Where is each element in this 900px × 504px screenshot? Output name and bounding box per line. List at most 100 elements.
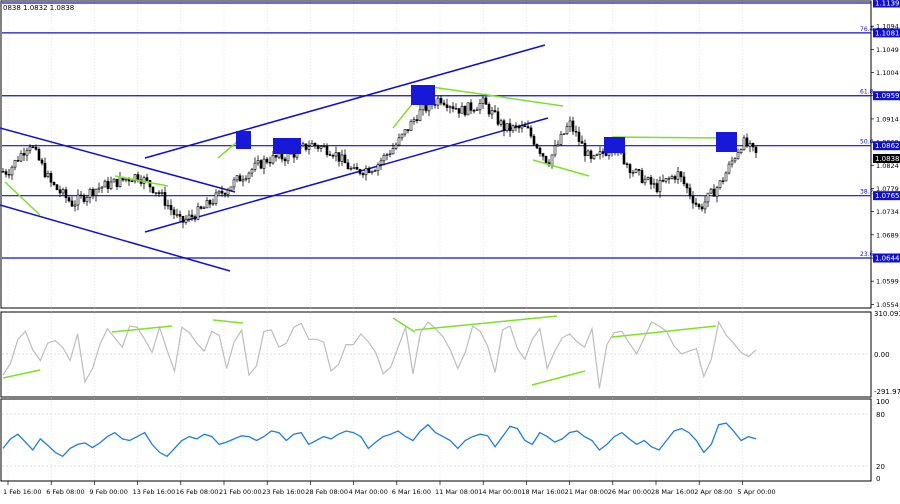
candle-body [478, 103, 482, 111]
candle-body [658, 180, 662, 193]
price-tick-label: 1.0824 [876, 162, 899, 170]
candle-body [511, 125, 515, 132]
level-price-label: 1.0765 [875, 192, 900, 200]
candle-body [571, 120, 575, 132]
candle-body [520, 125, 524, 129]
candle-body [73, 204, 77, 207]
candle-body [214, 192, 218, 204]
candle-body [115, 178, 119, 187]
candle-body [169, 204, 173, 211]
candle-body [556, 143, 560, 147]
candle-body [673, 176, 677, 180]
candle-body [376, 164, 380, 172]
cci-divergence-line [611, 325, 717, 338]
candle-body [193, 216, 197, 220]
candle-body [475, 109, 479, 111]
candle-body [85, 197, 89, 202]
candle-body [469, 102, 473, 111]
candle-body [403, 129, 407, 135]
time-tick-label: 26 Mar 00:00 [608, 488, 651, 496]
cci-divergence-line [531, 370, 586, 386]
candle-body [655, 183, 659, 193]
candle-body [490, 110, 494, 115]
candle-body [694, 202, 698, 205]
candle-body [634, 169, 638, 173]
price-tick-label: 1.1049 [876, 46, 899, 54]
candle-body [514, 125, 518, 127]
candle-body [31, 146, 35, 148]
candle-body [88, 189, 92, 198]
time-tick-label: 21 Mar 08:00 [565, 488, 608, 496]
candle-body [745, 137, 749, 147]
divergence-line [424, 85, 564, 107]
candle-body [718, 180, 722, 188]
candle-body [154, 192, 158, 194]
candle-body [502, 120, 506, 131]
time-tick-label: 1 Feb 16:00 [3, 488, 42, 496]
candle-body [550, 154, 554, 166]
candle-body [406, 129, 410, 131]
candle-body [37, 149, 41, 161]
candle-body [496, 111, 500, 125]
candle-body [70, 200, 74, 207]
candle-body [601, 151, 605, 154]
fib-level-label: 76.4 [860, 26, 874, 33]
candle-body [196, 206, 200, 220]
candle-body [49, 173, 53, 183]
candle-body [445, 104, 449, 108]
cci-divergence-line [392, 317, 416, 333]
candle-body [265, 158, 269, 163]
cci-divergence-line [212, 319, 244, 324]
divergence-line [114, 175, 169, 187]
candle-body [481, 97, 485, 104]
candle-body [313, 143, 317, 147]
candle-body [454, 108, 458, 110]
candle-body [76, 194, 80, 206]
candle-body [4, 171, 8, 175]
candle-body [328, 154, 332, 156]
level-price-badge [873, 191, 900, 201]
candle-body [160, 192, 164, 194]
candle-body [652, 183, 656, 185]
candle-body [727, 163, 731, 174]
candle-body [247, 172, 251, 179]
candle-body [19, 153, 23, 162]
candle-body [397, 137, 401, 146]
candle-body [118, 176, 122, 187]
candle-body [709, 188, 713, 194]
candle-body [100, 186, 104, 189]
candle-body [349, 168, 353, 170]
level-price-label: 1.0862 [875, 142, 900, 150]
candle-body [532, 135, 536, 145]
candle-body [580, 141, 584, 144]
price-tick-label: 1.1094 [876, 23, 899, 31]
candle-body [436, 97, 440, 106]
candle-body [565, 126, 569, 135]
candle-body [418, 109, 422, 122]
candle-body [682, 176, 686, 185]
candle-body [331, 155, 335, 157]
candle-body [217, 190, 221, 194]
candle-body [355, 166, 359, 170]
level-price-label: 1.0959 [875, 92, 900, 100]
level-price-badge [873, 28, 900, 38]
divergence-line [4, 181, 41, 216]
candle-body [61, 189, 65, 194]
candle-body [256, 160, 260, 164]
candle-body [706, 192, 710, 203]
candle-body [412, 119, 416, 122]
candle-body [646, 177, 650, 180]
candle-body [640, 170, 644, 184]
candle-body [238, 175, 242, 182]
candle-body [268, 161, 272, 164]
level-price-label: 1.1081 [875, 29, 900, 37]
time-tick-label: 13 Feb 16:00 [133, 488, 176, 496]
candle-body [595, 154, 599, 156]
time-tick-label: 11 Mar 08:00 [435, 488, 478, 496]
candle-body [544, 155, 548, 164]
candle-body [316, 145, 320, 149]
cci-label-bottom: -291.978 [874, 388, 900, 396]
candle-body [559, 133, 563, 145]
current-price-badge [873, 154, 900, 163]
candle-body [172, 209, 176, 215]
